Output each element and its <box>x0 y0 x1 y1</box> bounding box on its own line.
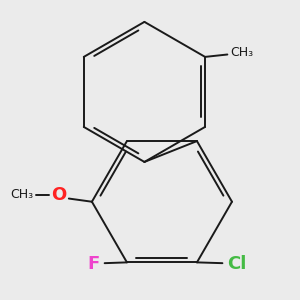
Text: O: O <box>51 186 66 204</box>
Text: CH₃: CH₃ <box>10 188 33 201</box>
Text: F: F <box>87 255 100 273</box>
Text: CH₃: CH₃ <box>230 46 253 59</box>
Text: Cl: Cl <box>227 255 246 273</box>
